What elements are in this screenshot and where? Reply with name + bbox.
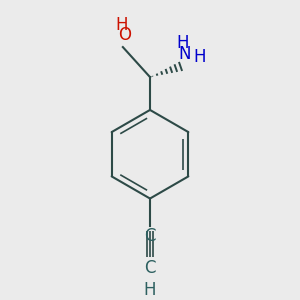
Text: O: O <box>118 26 131 44</box>
Text: H: H <box>194 48 206 66</box>
Text: N: N <box>178 45 190 63</box>
Text: H: H <box>115 16 128 34</box>
Text: H: H <box>144 281 156 299</box>
Text: H: H <box>177 34 189 52</box>
Text: C: C <box>144 227 156 245</box>
Text: C: C <box>144 259 156 277</box>
